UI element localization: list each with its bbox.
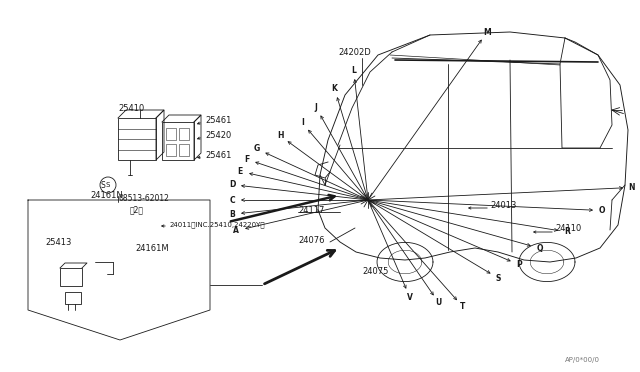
Bar: [118, 118, 156, 160]
Text: 24117: 24117: [298, 205, 324, 215]
Text: R: R: [564, 227, 570, 236]
Text: （2）: （2）: [130, 205, 144, 215]
Bar: [166, 128, 176, 140]
Text: AP/0*00/0: AP/0*00/0: [565, 357, 600, 363]
Bar: [166, 144, 176, 156]
Text: V: V: [407, 292, 413, 302]
Text: 25461: 25461: [205, 115, 232, 125]
Text: 24013: 24013: [490, 201, 516, 209]
Text: P: P: [516, 260, 522, 269]
Text: K: K: [332, 84, 337, 93]
Text: D: D: [229, 180, 236, 189]
Text: A: A: [234, 226, 239, 235]
Text: 08513-62012: 08513-62012: [118, 193, 169, 202]
Text: E: E: [237, 167, 243, 176]
Bar: [179, 144, 189, 156]
Text: U: U: [436, 298, 442, 307]
Bar: [65, 292, 81, 304]
Text: Q: Q: [536, 244, 543, 253]
Text: C: C: [229, 196, 235, 205]
Text: F: F: [244, 155, 249, 164]
Bar: [60, 268, 82, 286]
Text: J: J: [315, 103, 317, 112]
Text: O: O: [599, 206, 605, 215]
Text: 25413: 25413: [45, 237, 72, 247]
Text: 25420: 25420: [205, 131, 231, 140]
Text: S: S: [495, 274, 501, 283]
Text: 24202D: 24202D: [338, 48, 371, 57]
Text: 24110: 24110: [555, 224, 581, 232]
Text: I: I: [301, 118, 303, 127]
Text: 24011〈INC.25410,24220Y〉: 24011〈INC.25410,24220Y〉: [170, 222, 266, 228]
Bar: [179, 128, 189, 140]
Text: M: M: [483, 28, 491, 37]
Text: 25461: 25461: [205, 151, 232, 160]
Text: 24161M: 24161M: [135, 244, 168, 253]
Text: S: S: [100, 180, 106, 189]
Text: 24075: 24075: [362, 267, 388, 276]
Text: 25410: 25410: [118, 103, 144, 112]
Text: L: L: [351, 65, 356, 74]
Text: H: H: [277, 131, 284, 140]
Text: S: S: [106, 182, 110, 188]
Text: 24076: 24076: [298, 235, 324, 244]
Text: T: T: [460, 302, 466, 311]
Bar: [162, 122, 194, 160]
Text: G: G: [254, 144, 260, 154]
Text: 24161N: 24161N: [90, 190, 123, 199]
Text: N: N: [628, 183, 636, 192]
Text: B: B: [229, 210, 235, 219]
